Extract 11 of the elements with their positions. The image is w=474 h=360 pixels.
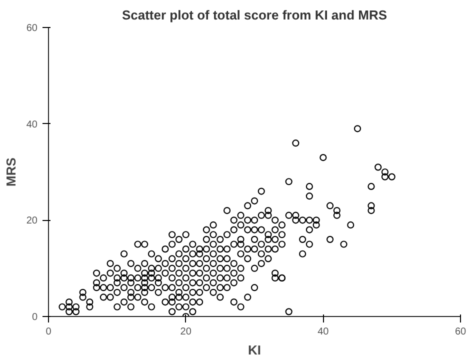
x-tick-label: 20 — [180, 326, 192, 338]
y-tick-label: 40 — [26, 119, 38, 130]
y-tick-label: 60 — [26, 23, 38, 34]
y-axis-title: MRS — [3, 157, 18, 186]
x-tick-label: 0 — [46, 326, 52, 338]
chart-title: Scatter plot of total score from KI and MRS — [122, 8, 388, 22]
x-tick-label: 60 — [454, 326, 466, 338]
x-tick-label: 40 — [318, 326, 330, 338]
x-axis-title: KI — [248, 342, 261, 358]
y-tick-label: 20 — [26, 216, 38, 227]
y-tick-label: 0 — [32, 312, 38, 323]
